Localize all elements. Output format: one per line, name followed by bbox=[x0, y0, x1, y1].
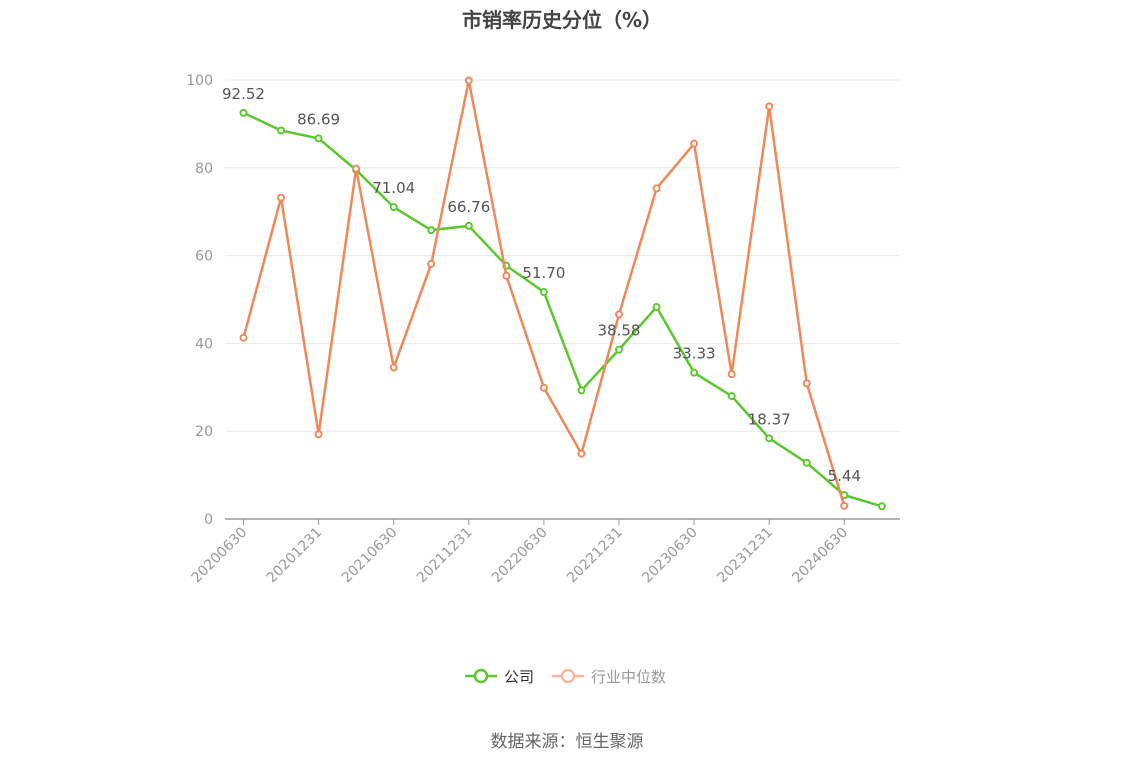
legend-marker-icon bbox=[560, 668, 576, 684]
x-tick-label: 20230630 bbox=[639, 525, 701, 587]
data-label: 92.52 bbox=[222, 85, 265, 103]
data-point bbox=[277, 193, 286, 202]
data-point bbox=[577, 386, 586, 395]
y-axis: 0 20 40 60 80 100 bbox=[186, 73, 213, 528]
x-tick-label: 20221231 bbox=[564, 525, 626, 587]
data-point bbox=[802, 458, 811, 467]
data-label: 66.76 bbox=[447, 198, 490, 216]
data-point bbox=[539, 383, 548, 392]
x-tick-label: 20220630 bbox=[489, 525, 551, 587]
data-label: 51.70 bbox=[522, 264, 565, 282]
legend[interactable]: 公司 行业中位数 bbox=[465, 668, 666, 686]
x-tick-label: 20201231 bbox=[264, 525, 326, 587]
y-tick-label: 60 bbox=[195, 249, 213, 265]
data-point bbox=[314, 134, 323, 143]
data-label: 86.69 bbox=[297, 110, 340, 128]
data-labels: 92.52 86.69 71.04 66.76 51.70 38.58 33.33 18.37… bbox=[222, 85, 861, 485]
legend-label: 行业中位数 bbox=[591, 668, 666, 686]
y-tick-label: 0 bbox=[204, 512, 213, 528]
data-point bbox=[690, 139, 699, 148]
data-label: 5.44 bbox=[828, 467, 861, 485]
data-point bbox=[840, 501, 849, 510]
data-point bbox=[239, 333, 248, 342]
data-point bbox=[727, 392, 736, 401]
y-tick-label: 80 bbox=[195, 161, 213, 177]
x-tick-label: 20231231 bbox=[714, 525, 776, 587]
data-point bbox=[427, 226, 436, 235]
data-point bbox=[464, 221, 473, 230]
data-point bbox=[615, 345, 623, 354]
data-point bbox=[727, 370, 736, 379]
x-tick-label: 20200630 bbox=[189, 525, 251, 587]
data-point bbox=[690, 368, 699, 377]
legend-item-company[interactable]: 公司 bbox=[465, 668, 534, 686]
data-label: 18.37 bbox=[748, 410, 791, 428]
chart-title: 市销率历史分位（%） bbox=[462, 8, 662, 32]
data-point bbox=[652, 184, 661, 193]
legend-label: 公司 bbox=[504, 668, 534, 686]
data-point bbox=[464, 76, 473, 85]
data-label: 71.04 bbox=[372, 179, 415, 197]
data-label: 33.33 bbox=[673, 345, 716, 363]
data-point bbox=[765, 102, 774, 111]
series-line bbox=[242, 111, 883, 508]
grid bbox=[225, 79, 900, 432]
x-tick-label: 20211231 bbox=[414, 525, 476, 587]
data-point bbox=[615, 310, 623, 319]
x-tick-label: 20240630 bbox=[789, 525, 851, 587]
data-point bbox=[389, 363, 398, 372]
data-point bbox=[802, 379, 811, 388]
data-point bbox=[239, 108, 248, 117]
data-label: 38.58 bbox=[598, 322, 641, 340]
x-axis: 20200630 20201231 20210630 20211231 20220630… bbox=[189, 518, 900, 587]
legend-marker-icon bbox=[473, 668, 489, 684]
data-point bbox=[427, 259, 436, 268]
data-point bbox=[277, 126, 286, 135]
y-tick-label: 100 bbox=[186, 73, 213, 89]
data-point bbox=[389, 203, 398, 212]
data-point bbox=[314, 430, 323, 439]
source-note: 数据来源：恒生聚源 bbox=[491, 732, 644, 752]
series-layer bbox=[239, 76, 886, 511]
series-industry-median bbox=[239, 76, 849, 510]
y-tick-label: 40 bbox=[195, 336, 213, 352]
data-point bbox=[577, 449, 586, 458]
data-point bbox=[652, 302, 661, 311]
data-point bbox=[765, 434, 774, 443]
legend-item-industry-median[interactable]: 行业中位数 bbox=[552, 668, 666, 686]
x-tick-label: 20210630 bbox=[339, 525, 401, 587]
data-point bbox=[352, 164, 361, 173]
data-point bbox=[502, 271, 511, 280]
y-tick-label: 20 bbox=[195, 424, 213, 440]
data-point bbox=[877, 502, 886, 511]
data-point bbox=[539, 288, 548, 297]
